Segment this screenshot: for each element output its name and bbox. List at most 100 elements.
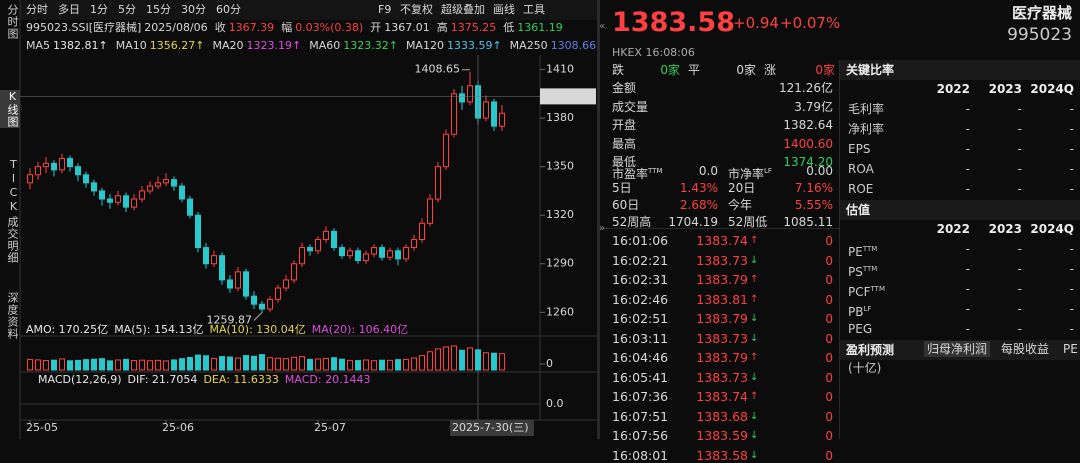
volume-bar <box>291 356 297 371</box>
ma-name: MA10 <box>116 39 147 52</box>
tick-time: 16:08:01 <box>612 447 669 463</box>
candle-body <box>115 195 121 203</box>
sidebar-tab[interactable]: 分时图 <box>6 4 19 40</box>
stat-value: 3.79亿 <box>794 99 833 114</box>
stat-label-text: 52周低 <box>728 215 768 229</box>
toolbar-item[interactable]: 画线 <box>493 2 515 16</box>
y-tick-label: 1260 <box>546 305 574 318</box>
forecast-tab[interactable]: 每股收益 <box>1001 342 1050 356</box>
row-label-sup: LF <box>863 305 872 313</box>
candle-body <box>267 298 273 310</box>
volume-bar <box>427 351 433 371</box>
stat-value: 7.16% <box>794 181 833 195</box>
row-label-text: ROE <box>848 182 874 196</box>
y-tick-label: 1380 <box>546 111 574 124</box>
volume-bar <box>91 358 97 371</box>
cell: - <box>1069 182 1074 196</box>
row-label: ROE <box>848 182 873 196</box>
tick-price: 1383.74 <box>696 233 748 248</box>
row-label: ROA <box>848 162 874 176</box>
volume-bar <box>355 360 361 371</box>
tick-time: 16:02:51 <box>612 311 669 326</box>
candle-body <box>307 247 313 252</box>
macd-legend-item: DEA: 11.6333 <box>203 373 278 386</box>
cell: - <box>1017 262 1022 276</box>
time: 16:08:06 <box>645 46 695 59</box>
tick-price: 1383.73 <box>696 369 748 385</box>
tick-dir: ↓ <box>750 430 759 441</box>
volume-bar <box>459 349 465 371</box>
volume-bar <box>403 358 409 371</box>
volume-bar <box>107 360 113 371</box>
row-label: 净利率 <box>848 122 884 136</box>
y-tick-label: 1320 <box>546 208 574 221</box>
tick-price: 1383.79 <box>696 272 748 287</box>
collapse-arrow: « <box>599 21 606 32</box>
row-label: PETTM <box>848 242 877 259</box>
volume-bar <box>315 358 321 371</box>
volume-bar <box>219 356 225 371</box>
volume-bar <box>187 357 193 371</box>
sidebar-tab[interactable]: TICK <box>7 158 20 214</box>
sidebar-tab[interactable]: K线图 <box>0 90 20 128</box>
header-item: 1367.01 <box>384 21 430 34</box>
toolbar-key: F9 <box>378 3 391 16</box>
volume-bar <box>435 348 441 371</box>
volume-bar <box>363 359 369 371</box>
volume-bar <box>179 358 185 371</box>
toolbar-item[interactable]: 不复权 <box>400 2 433 16</box>
stat-value: 0.00 <box>806 164 833 178</box>
header-item: 1361.19 <box>517 21 563 34</box>
ma-value: 1333.59↑ <box>447 39 502 52</box>
candle-body <box>259 303 265 310</box>
tick-volume: 0 <box>825 429 833 443</box>
volume-legend-item: MA(5): 154.13亿 <box>114 323 203 336</box>
forecast-tab[interactable]: 归母净利润 <box>924 341 991 357</box>
ma-name: MA20 <box>212 39 243 52</box>
stat-label: 最低 <box>612 155 637 169</box>
volume-bar <box>499 353 505 371</box>
volume-tick-label: 0 <box>546 357 553 370</box>
section-title: 估值 <box>846 203 871 217</box>
toolbar-tab[interactable]: 1分 <box>90 3 108 16</box>
ma-value: 1323.19↑ <box>246 39 301 52</box>
candle-body <box>147 185 153 192</box>
stat-value: 5.55% <box>794 198 833 212</box>
divider <box>597 0 600 439</box>
toolbar-item[interactable]: 超级叠加 <box>441 2 485 16</box>
cell: - <box>1017 182 1022 196</box>
row-label: PSTTM <box>848 262 877 279</box>
toolbar-tab[interactable]: 60分 <box>216 3 241 16</box>
volume-bar <box>275 357 281 371</box>
profile-code: 995023 <box>1007 25 1072 45</box>
cell: - <box>1069 302 1074 316</box>
toolbar-tab[interactable]: 15分 <box>146 3 171 16</box>
candle-body <box>27 174 33 184</box>
forecast-tab[interactable]: PE <box>1063 342 1078 356</box>
y-tick-label: 1350 <box>546 160 574 173</box>
candle-body <box>67 158 73 168</box>
sidebar-tab[interactable]: 成交明细 <box>6 216 19 264</box>
toolbar-items: 不复权 超级叠加 画线 工具 <box>400 2 545 16</box>
tick-dir: ↑ <box>750 293 759 305</box>
toolbar-tab[interactable]: 多日 <box>58 2 80 16</box>
candle-body <box>299 247 305 265</box>
sidebar-tab[interactable]: 深度资料 <box>6 292 19 340</box>
candle-body <box>163 179 169 184</box>
stat-value: 121.26亿 <box>779 81 833 95</box>
toolbar-tab[interactable]: 分时 <box>26 3 48 16</box>
candle-body <box>195 214 201 249</box>
candle-body <box>187 198 193 216</box>
column-header: 2024Q <box>1030 82 1074 96</box>
toolbar-item[interactable]: 工具 <box>523 3 545 16</box>
toolbar-tab[interactable]: 30分 <box>181 3 206 16</box>
stat-label-sup: LF <box>764 167 772 175</box>
column-header: 2024Q <box>1030 222 1074 236</box>
tick-price: 1383.81 <box>696 291 748 307</box>
stat-label-text: 20日 <box>728 181 756 195</box>
breadth-value: 0家 <box>660 63 680 77</box>
tick-volume: 0 <box>825 312 833 326</box>
stat-label: 最高 <box>612 136 637 151</box>
toolbar-tab[interactable]: 5分 <box>118 3 136 16</box>
row-label: EPS <box>848 142 870 156</box>
